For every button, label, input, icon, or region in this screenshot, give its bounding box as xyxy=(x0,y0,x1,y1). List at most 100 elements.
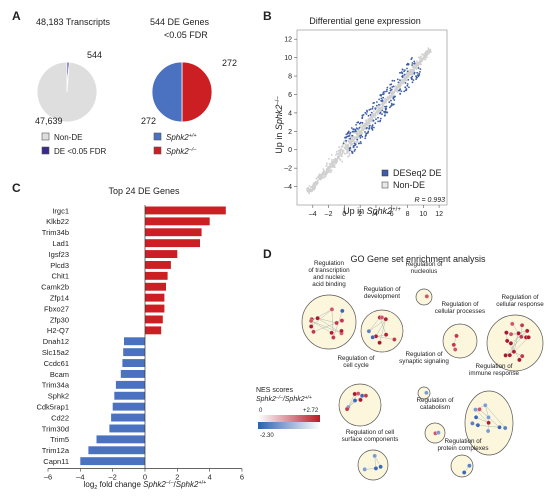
scatter-point-de xyxy=(376,101,378,103)
bar-xtick-label: –2 xyxy=(108,473,116,482)
bar-label-h2-q7: H2-Q7 xyxy=(47,326,69,335)
bar-zfp14 xyxy=(145,293,165,302)
go-edge-development xyxy=(368,319,386,332)
scatter-point-nonde xyxy=(340,145,343,148)
go-node-transcription xyxy=(308,324,314,329)
bar-bcam xyxy=(120,370,146,378)
scatter-point-de xyxy=(378,98,380,101)
scatter-point-nonde xyxy=(312,184,314,187)
scatter-point-de xyxy=(390,102,393,105)
bar-label-lad1: Lad1 xyxy=(52,239,69,248)
scatter-point-de xyxy=(399,71,401,74)
bar-label-ccdc61: Ccdc61 xyxy=(44,359,69,368)
go-cluster-label-transcription: acid binding xyxy=(312,281,346,288)
scatter-point-nonde xyxy=(413,69,416,71)
scatter-point-de xyxy=(391,86,394,88)
scatter-point-de xyxy=(380,99,382,102)
scatter-point-de xyxy=(356,138,359,141)
scatter-point-de xyxy=(416,76,418,79)
scatter-xtick-label: 12 xyxy=(435,211,443,218)
scatter-point-de xyxy=(372,105,374,108)
scatter-point-de xyxy=(396,78,399,81)
go-cluster-protein-complexes xyxy=(450,454,474,478)
scatter-points xyxy=(306,47,432,195)
scatter-point-de xyxy=(383,114,386,117)
go-edge-transcription xyxy=(317,318,342,334)
scatter-point-nonde xyxy=(381,105,384,108)
pie-chart-transcripts xyxy=(36,61,98,123)
scatter-point-de xyxy=(413,60,416,63)
bar-label-slc15a2: Slc15a2 xyxy=(42,348,69,357)
bar-label-capn11: Capn11 xyxy=(43,457,69,466)
scatter-point-nonde xyxy=(343,147,346,150)
go-node-cellular-response xyxy=(519,353,525,359)
go-cluster-label-cellular-processes: Regulation of xyxy=(441,301,478,308)
scatter-point-de xyxy=(346,132,349,135)
scatter-point-nonde xyxy=(429,49,432,52)
scatter-point-de xyxy=(368,127,370,130)
nes-zero-label: 0 xyxy=(259,408,263,414)
go-node-cell-surface xyxy=(373,466,379,471)
scatter-point-nonde xyxy=(367,124,370,127)
scatter-point-nonde xyxy=(387,97,390,100)
go-cluster-label-cellular-response: Regulation of xyxy=(501,294,538,301)
scatter-point-de xyxy=(406,67,408,70)
go-node-immune xyxy=(470,421,475,426)
scatter-point-nonde xyxy=(360,126,363,128)
go-node-development xyxy=(383,316,389,322)
scatter-point-de xyxy=(366,109,368,112)
go-node-cellular-response xyxy=(519,334,524,340)
scatter-point-nonde xyxy=(383,98,386,101)
scatter-point-de xyxy=(345,133,348,136)
scatter-ytick-label: 8 xyxy=(288,74,292,81)
bar-sphk2 xyxy=(114,391,145,400)
scatter-point-nonde xyxy=(423,52,426,54)
scatter-point-nonde xyxy=(415,64,418,66)
panel-a-letter: A xyxy=(12,9,21,23)
go-edge-immune xyxy=(475,409,489,423)
panel-d-letter: D xyxy=(263,247,272,261)
go-cluster-label-cell-cycle: cell cycle xyxy=(343,362,369,369)
scatter-point-nonde xyxy=(386,96,389,98)
go-node-cell-cycle xyxy=(358,397,363,403)
scatter-point-de xyxy=(397,81,400,84)
scatter-point-de xyxy=(381,109,384,112)
scatter-point-de xyxy=(393,79,396,82)
legend-nonde-label: Non-DE xyxy=(54,133,82,142)
go-edge-immune xyxy=(476,417,489,423)
scatter-point-de xyxy=(374,122,377,125)
scatter-point-de xyxy=(365,127,368,130)
bar-label-chit1: Chit1 xyxy=(51,272,69,281)
scatter-point-nonde xyxy=(364,123,366,126)
scatter-point-nonde xyxy=(405,72,408,75)
scatter-point-nonde xyxy=(331,159,333,161)
scatter-point-nonde xyxy=(336,152,338,155)
scatter-point-de xyxy=(353,150,356,152)
scatter-point-nonde xyxy=(370,116,372,118)
go-cluster-synaptic xyxy=(417,386,431,400)
bar-label-trim34b: Trim34b xyxy=(42,228,69,237)
scatter-point-de xyxy=(416,74,419,76)
legend-wt-label: Sphk2+/+ xyxy=(166,133,197,142)
scatter-point-de xyxy=(410,76,413,79)
bar-dnah12 xyxy=(124,337,145,346)
scatter-point-nonde xyxy=(396,84,399,87)
scatter-point-nonde xyxy=(347,155,349,158)
go-node-cellular-response xyxy=(508,331,514,337)
bar-chart: Irgc1 Klkb22 Trim34b Lad1 Igsf23 Plcd3 Chit1 Ca… xyxy=(36,205,244,482)
go-edge-immune xyxy=(485,405,506,429)
scatter-point-nonde xyxy=(357,134,360,137)
scatter-legend-de-swatch xyxy=(381,169,389,177)
bar-irgc1 xyxy=(145,206,226,215)
scatter-point-nonde xyxy=(426,49,429,52)
go-node-transcription xyxy=(311,329,316,335)
scatter-point-de xyxy=(386,86,389,89)
bar-klkb22 xyxy=(145,217,210,226)
go-cluster-label-cell-cycle: Regulation of xyxy=(337,355,374,362)
scatter-point-nonde xyxy=(401,82,403,84)
bar-label-bcam: Bcam xyxy=(50,370,69,379)
scatter-point-nonde xyxy=(374,111,377,114)
bar-label-trim30d: Trim30d xyxy=(42,424,69,433)
scatter-point-nonde xyxy=(325,162,328,165)
go-node-immune xyxy=(477,407,482,412)
